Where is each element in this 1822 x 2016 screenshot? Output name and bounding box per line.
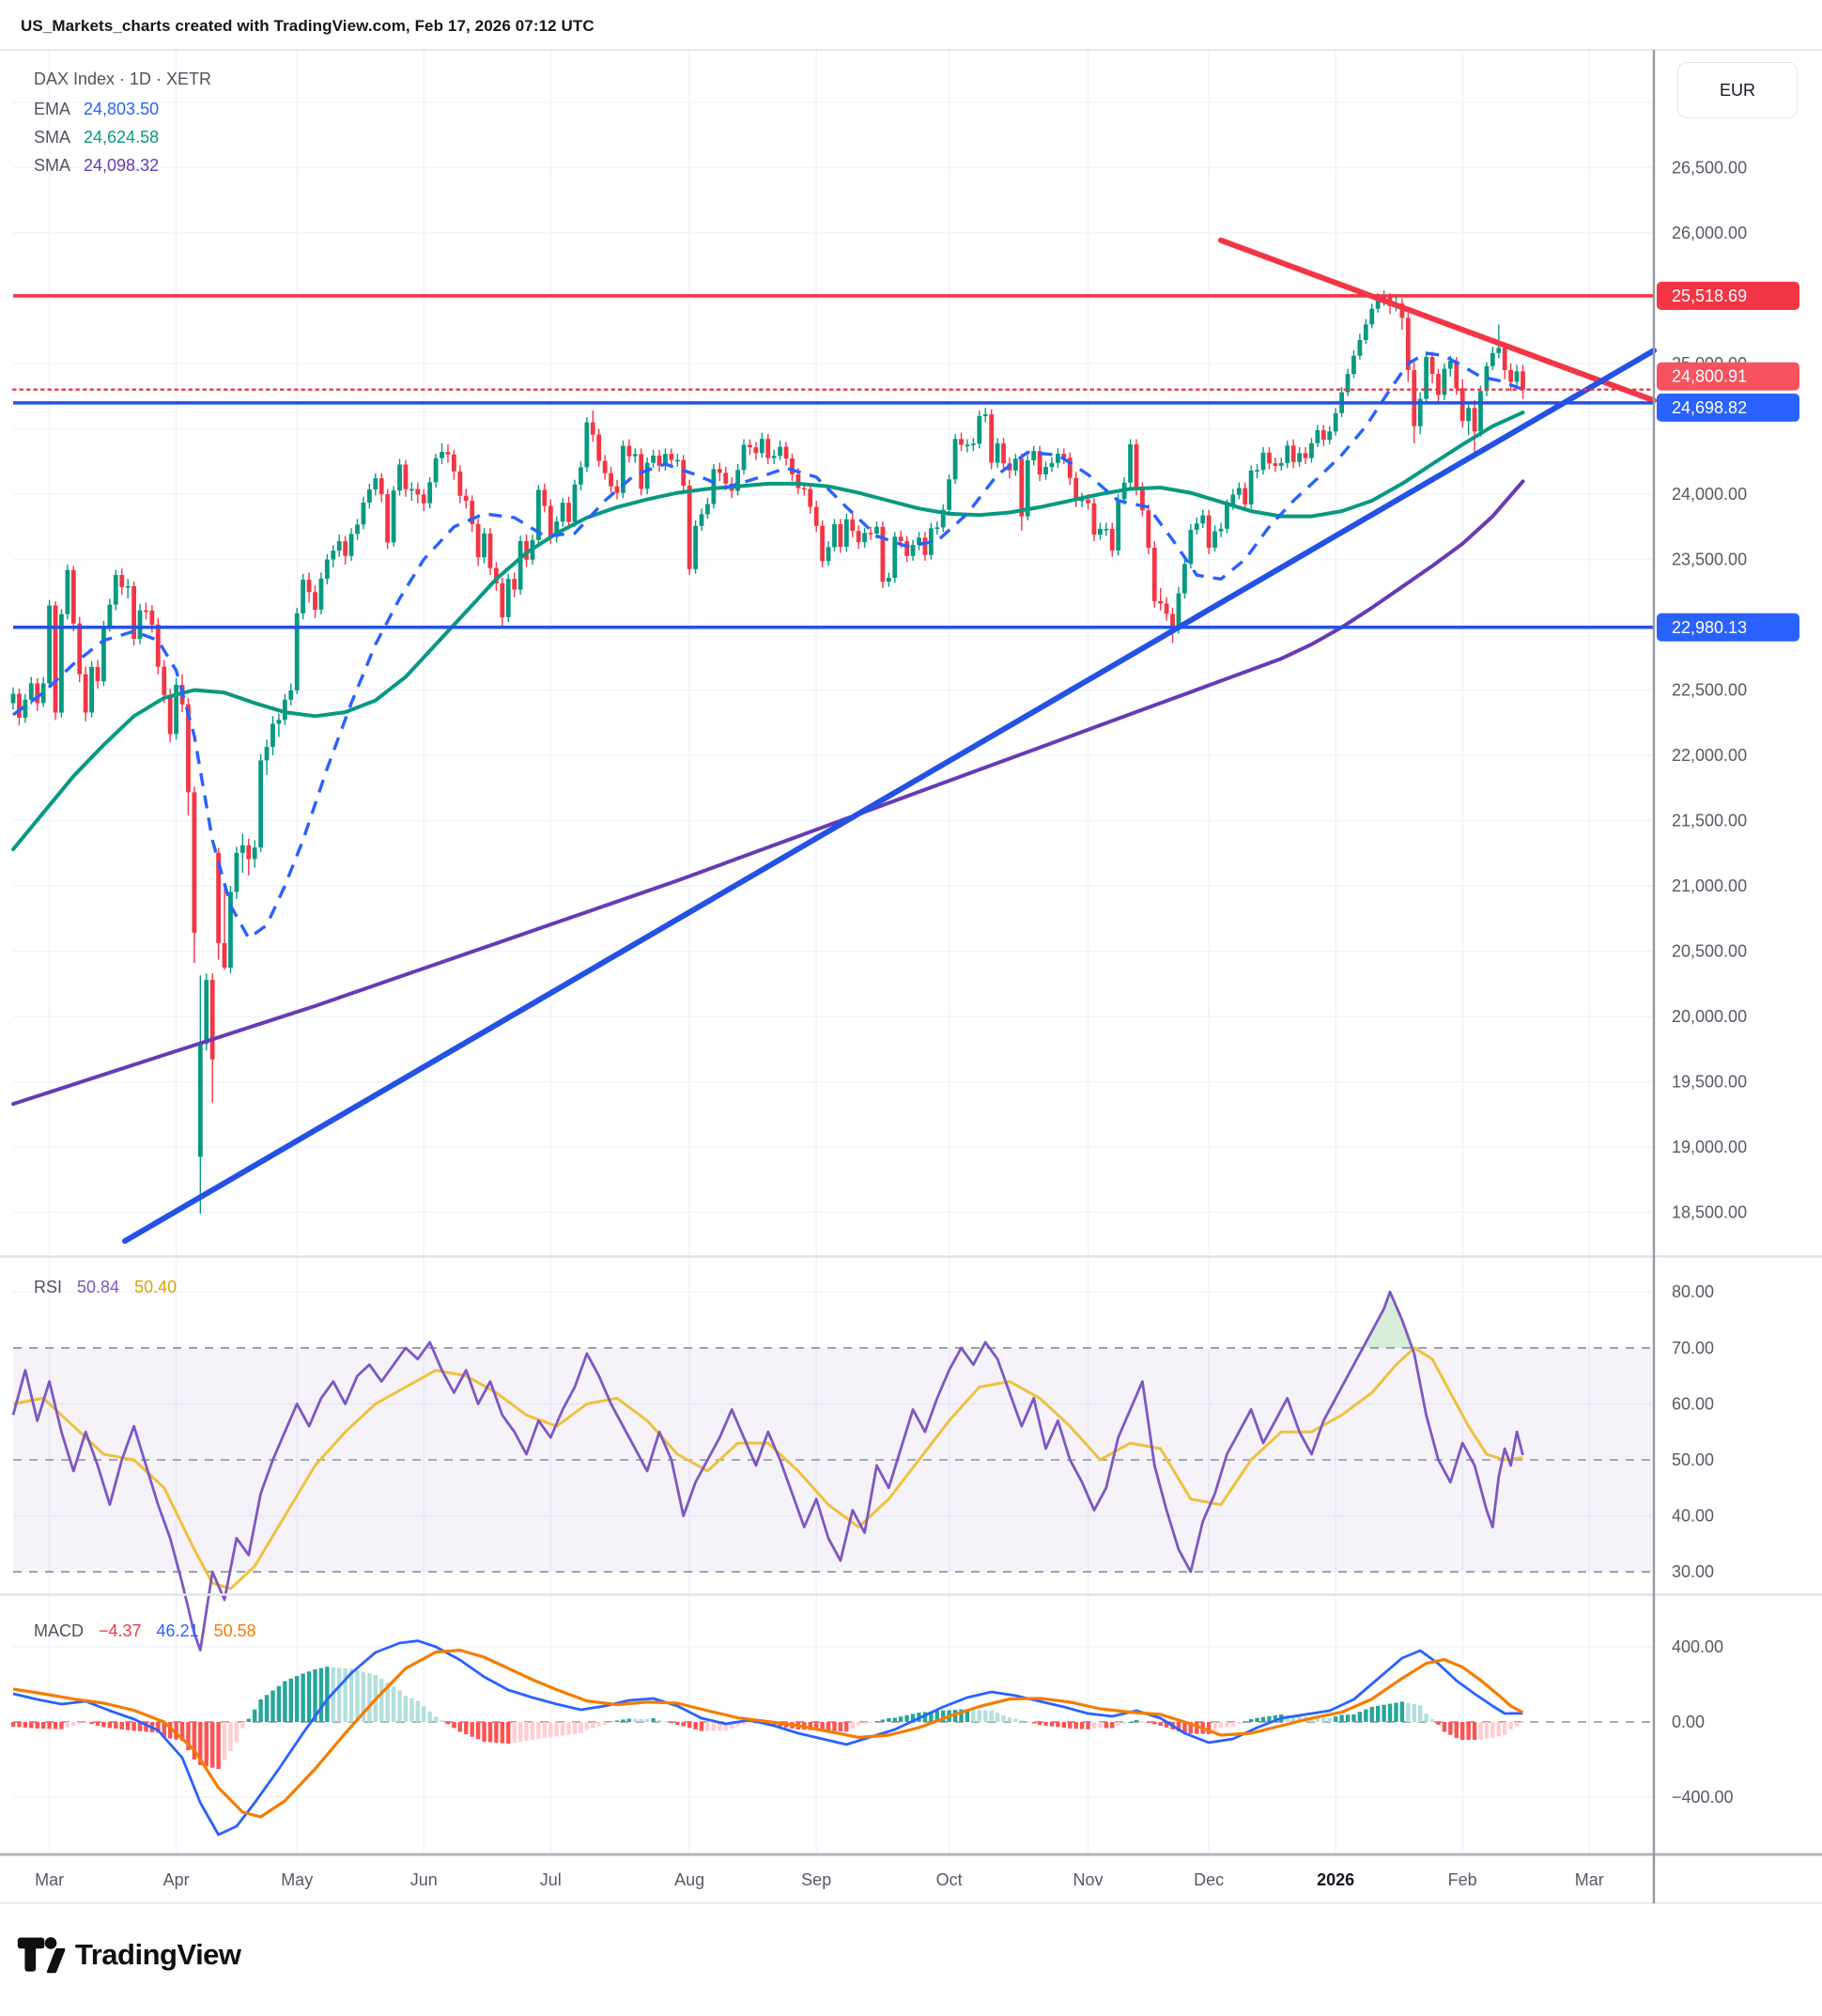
svg-text:60.00: 60.00 xyxy=(1672,1394,1714,1413)
macd-histogram xyxy=(10,1667,1525,1769)
price-badge: 24,698.82 xyxy=(1657,393,1799,422)
svg-text:22,500.00: 22,500.00 xyxy=(1672,681,1747,700)
macd-legend[interactable]: MACD −4.37 46.21 50.58 xyxy=(34,1621,271,1641)
svg-text:22,000.00: 22,000.00 xyxy=(1672,746,1747,765)
svg-text:21,000.00: 21,000.00 xyxy=(1672,876,1747,895)
rsi-line xyxy=(11,1290,1524,1652)
svg-text:19,000.00: 19,000.00 xyxy=(1672,1138,1747,1156)
symbol-legend[interactable]: DAX Index · 1D · XETR EMA 24,803.50 SMA 24… xyxy=(34,70,211,184)
rsi-pane[interactable] xyxy=(11,1290,1654,1652)
svg-text:Oct: Oct xyxy=(936,1870,963,1889)
svg-text:May: May xyxy=(281,1870,313,1889)
price-pane[interactable] xyxy=(10,237,1657,1245)
currency-button[interactable]: EUR xyxy=(1677,62,1798,118)
svg-text:Jun: Jun xyxy=(410,1870,438,1889)
svg-text:70.00: 70.00 xyxy=(1672,1339,1714,1357)
rsi-ma-line xyxy=(12,1346,1523,1590)
svg-text:Sep: Sep xyxy=(801,1870,831,1889)
svg-text:30.00: 30.00 xyxy=(1672,1562,1714,1581)
svg-text:23,500.00: 23,500.00 xyxy=(1672,551,1747,569)
price-scale[interactable]: 26,500.0026,000.0025,000.0024,000.0023,5… xyxy=(1657,159,1799,1807)
svg-text:−400.00: −400.00 xyxy=(1672,1788,1734,1807)
macd-line xyxy=(12,1639,1523,1837)
rsi-ma-value: 50.40 xyxy=(134,1278,178,1296)
sma50-label: SMA xyxy=(34,128,71,147)
tradingview-logo-icon xyxy=(17,1937,66,1974)
svg-text:20,500.00: 20,500.00 xyxy=(1672,942,1747,961)
trendline-descending-resistance[interactable] xyxy=(1218,237,1657,404)
rsi-legend[interactable]: RSI 50.84 50.40 xyxy=(34,1278,192,1297)
svg-text:Nov: Nov xyxy=(1073,1870,1104,1889)
svg-text:24,800.91: 24,800.91 xyxy=(1672,367,1747,386)
legend-row-sma50[interactable]: SMA 24,624.58 xyxy=(34,128,211,147)
svg-text:25,518.69: 25,518.69 xyxy=(1672,287,1747,305)
svg-text:Jul: Jul xyxy=(540,1870,562,1889)
svg-text:24,000.00: 24,000.00 xyxy=(1672,485,1747,504)
macd-label: MACD xyxy=(34,1621,84,1640)
svg-text:Mar: Mar xyxy=(1575,1870,1604,1889)
svg-text:18,500.00: 18,500.00 xyxy=(1672,1203,1747,1222)
tradingview-footer[interactable]: TradingView xyxy=(17,1933,241,1977)
legend-row-ema[interactable]: EMA 24,803.50 xyxy=(34,100,211,119)
macd-hist-value: −4.37 xyxy=(99,1621,142,1640)
macd-pane[interactable] xyxy=(10,1639,1654,1837)
svg-text:26,500.00: 26,500.00 xyxy=(1672,159,1747,178)
svg-text:Dec: Dec xyxy=(1194,1870,1224,1889)
price-badge: 24,800.91 xyxy=(1657,362,1799,391)
time-axis[interactable]: Mar Apr May Jun Jul Aug Sep Oct Nov Dec 2026 Feb Mar xyxy=(35,1870,1604,1889)
svg-text:19,500.00: 19,500.00 xyxy=(1672,1073,1747,1092)
symbol-title[interactable]: DAX Index · 1D · XETR xyxy=(34,70,212,88)
ema-value: 24,803.50 xyxy=(84,100,160,118)
svg-text:24,698.82: 24,698.82 xyxy=(1672,398,1747,417)
svg-text:80.00: 80.00 xyxy=(1672,1282,1714,1301)
svg-text:Aug: Aug xyxy=(674,1870,704,1889)
sma50-line xyxy=(11,411,1525,852)
macd-signal-line xyxy=(12,1649,1524,1819)
macd-signal-value: 50.58 xyxy=(213,1621,256,1640)
frame xyxy=(0,49,1822,1904)
svg-text:22,980.13: 22,980.13 xyxy=(1672,618,1747,637)
ema-line xyxy=(11,351,1524,940)
svg-text:50.00: 50.00 xyxy=(1672,1450,1714,1469)
sma200-value: 24,098.32 xyxy=(84,156,160,175)
svg-text:Mar: Mar xyxy=(35,1870,64,1889)
sma200-line xyxy=(11,479,1525,1107)
svg-text:Feb: Feb xyxy=(1448,1870,1477,1889)
page-title: US_Markets_charts created with TradingVi… xyxy=(21,17,594,35)
svg-text:Apr: Apr xyxy=(163,1870,190,1889)
price-badge: 25,518.69 xyxy=(1657,281,1799,310)
tradingview-wordmark: TradingView xyxy=(75,1938,241,1971)
rsi-overbought-fill xyxy=(1366,1292,1412,1348)
rsi-label: RSI xyxy=(34,1278,63,1296)
svg-text:21,500.00: 21,500.00 xyxy=(1672,812,1747,830)
svg-text:26,000.00: 26,000.00 xyxy=(1672,224,1747,242)
svg-text:0.00: 0.00 xyxy=(1672,1713,1705,1731)
price-badge: 22,980.13 xyxy=(1657,613,1799,642)
sma50-value: 24,624.58 xyxy=(84,128,160,147)
svg-text:2026: 2026 xyxy=(1317,1870,1354,1889)
svg-text:20,000.00: 20,000.00 xyxy=(1672,1007,1747,1026)
trendline-ascending-support[interactable] xyxy=(122,348,1657,1245)
svg-text:400.00: 400.00 xyxy=(1672,1637,1723,1656)
svg-text:40.00: 40.00 xyxy=(1672,1507,1714,1526)
macd-line-value: 46.21 xyxy=(156,1621,199,1640)
ema-label: EMA xyxy=(34,100,71,118)
legend-row-sma200[interactable]: SMA 24,098.32 xyxy=(34,156,211,176)
rsi-value: 50.84 xyxy=(77,1278,120,1296)
sma200-label: SMA xyxy=(34,156,71,175)
